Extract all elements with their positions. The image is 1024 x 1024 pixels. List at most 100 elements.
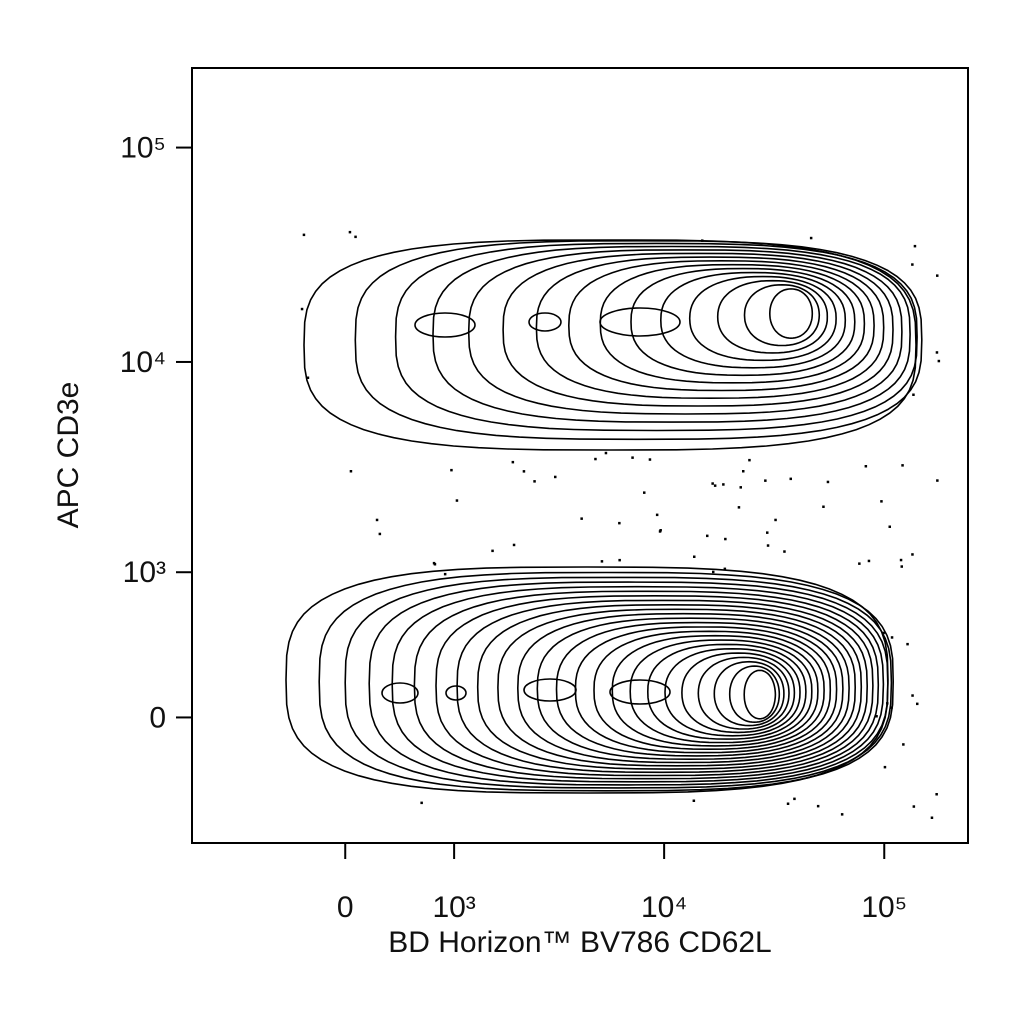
outlier-dot [600, 560, 604, 563]
contour-line [303, 239, 917, 451]
contour-line [659, 271, 847, 369]
outlier-dot [618, 558, 621, 562]
outlier-dot [786, 802, 790, 805]
outlier-dot [911, 694, 914, 697]
contour-line [713, 660, 785, 727]
outlier-dot [888, 525, 891, 528]
outlier-dot [706, 534, 709, 538]
outlier-dot [911, 263, 914, 266]
contour-line [368, 581, 889, 786]
outlier-dot [618, 521, 621, 525]
contour-line [381, 682, 419, 704]
outlier-dot [766, 544, 770, 547]
outlier-dot [911, 553, 914, 556]
outlier-dot [655, 513, 659, 517]
contour-line [435, 594, 874, 777]
outlier-dot [491, 549, 494, 553]
outlier-dot [724, 537, 727, 541]
outlier-dot [420, 801, 423, 805]
outlier-dot [432, 561, 436, 565]
contour-line [318, 571, 895, 792]
outlier-dot [522, 470, 526, 473]
outlier-dot [935, 793, 938, 796]
x-tick-label: 10⁵ [861, 891, 907, 924]
outlier-dot [936, 274, 939, 277]
contour-line [432, 245, 911, 423]
contour-line [688, 275, 837, 362]
outlier-dot [455, 499, 459, 502]
outlier-dot [883, 765, 887, 769]
outlier-dot [604, 451, 608, 455]
outlier-dot [594, 457, 597, 461]
contour-line [728, 665, 781, 724]
outlier-dot [349, 470, 353, 473]
outlier-dot [875, 715, 878, 718]
contour-line [697, 656, 790, 730]
x-tick-label: 0 [337, 891, 354, 924]
outlier-dot [864, 465, 868, 468]
contour-line [768, 288, 814, 340]
outlier-dot [737, 506, 741, 509]
outlier-dot [900, 565, 903, 568]
outlier-dot [783, 550, 786, 553]
contour-line [535, 256, 885, 400]
outlier-dot [930, 816, 934, 819]
contour-line [599, 263, 866, 384]
outlier-dot [643, 491, 646, 494]
outlier-dot [906, 642, 909, 646]
outlier-dot [648, 458, 652, 461]
contour-line [629, 639, 813, 744]
outlier-dot [774, 518, 777, 522]
plot-frame [191, 67, 969, 844]
outlier-dot [693, 555, 696, 558]
outlier-dot [580, 517, 583, 520]
y-tick-label: 10³ [123, 556, 166, 589]
contour-line [716, 279, 829, 354]
outlier-dot [935, 351, 939, 354]
x-tick-label: 10³ [432, 891, 475, 924]
outlier-dot [916, 702, 919, 706]
contours [285, 239, 923, 794]
outlier-dot [748, 458, 751, 462]
contour-line [497, 608, 857, 767]
contour-line [681, 652, 796, 734]
contour-line [593, 630, 825, 751]
outlier-dot [793, 797, 796, 801]
contour-line [502, 252, 894, 407]
outlier-dot [890, 706, 893, 709]
outlier-dot [840, 813, 844, 816]
y-tick-label: 10⁴ [120, 346, 166, 379]
outlier-dot [533, 480, 536, 483]
outlier-dot [348, 230, 352, 234]
outlier-dot [659, 529, 662, 532]
outlier-dot [692, 799, 696, 802]
outlier-dot [739, 486, 742, 489]
outlier-dot [880, 500, 883, 503]
contour-line [743, 283, 821, 347]
outlier-dot [375, 518, 379, 522]
x-tick-label: 10⁴ [641, 891, 687, 924]
y-axis-label: APC CD3e [52, 382, 85, 529]
contour-line [664, 647, 801, 737]
outlier-dot [742, 470, 745, 473]
outlier-dot [306, 376, 310, 379]
outlier-dot [712, 570, 715, 574]
outlier-dot [901, 464, 904, 467]
outlier-dot [766, 531, 769, 534]
outlier-dot [631, 456, 634, 459]
y-tick-label: 0 [149, 701, 166, 734]
contour-line [743, 669, 777, 720]
contour-line [344, 576, 893, 789]
outlier-dot [826, 480, 830, 484]
outlier-dot [789, 477, 792, 481]
outlier-dot [912, 393, 915, 396]
outlier-dot [511, 460, 515, 464]
outlier-dot [886, 702, 889, 705]
outlier-dot [822, 505, 825, 508]
outlier-dot [890, 636, 894, 639]
outlier-dot [722, 483, 725, 486]
contour-line [516, 612, 850, 764]
outlier-dot [354, 235, 357, 239]
outlier-dot [443, 572, 447, 576]
